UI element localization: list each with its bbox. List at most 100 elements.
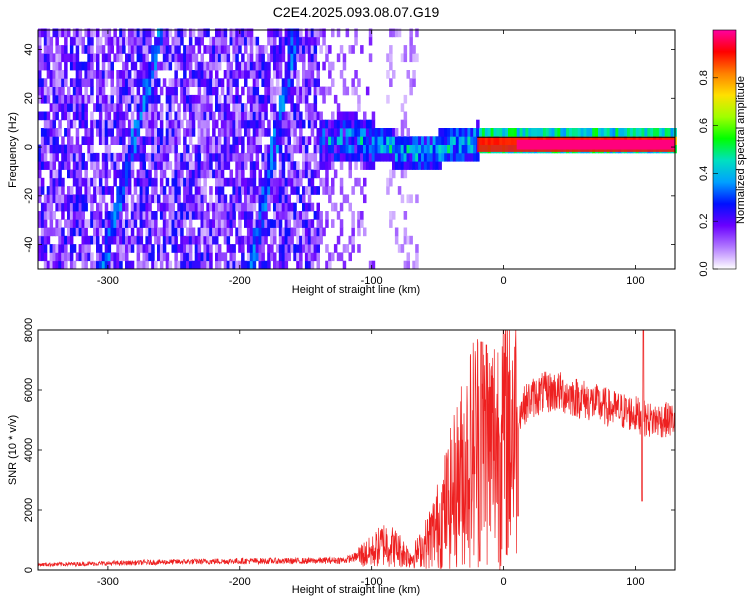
spectrogram-cell <box>168 53 173 63</box>
spectrogram-cell <box>275 128 280 137</box>
spectrogram-cell <box>299 235 303 245</box>
spectrogram-cell <box>148 211 152 220</box>
spectrogram-cell <box>258 103 262 112</box>
spectrogram-cell <box>304 45 309 54</box>
spectrogram-cell <box>293 103 297 112</box>
spectrogram-cell <box>293 177 297 187</box>
spectrogram-cell <box>186 53 190 63</box>
spectrogram-cell <box>267 70 271 79</box>
spectrogram-cell <box>284 78 289 87</box>
spectrogram-cell <box>139 119 144 129</box>
spectrogram-cell <box>249 86 254 96</box>
spectrogram-cell <box>133 28 138 38</box>
spectrogram-cell <box>212 152 216 162</box>
spectrogram-cell <box>333 144 338 154</box>
spectrogram-cell <box>244 36 248 46</box>
spectrogram-cell <box>67 86 71 96</box>
spectrogram-cell <box>435 144 439 154</box>
spectrogram-cell <box>215 28 219 38</box>
spectrogram-cell <box>145 252 149 262</box>
spectrogram-cell <box>154 45 158 54</box>
spectrogram-cell <box>72 260 77 270</box>
spectrogram-cell <box>307 194 312 204</box>
spectrogram-cell <box>490 128 495 137</box>
spectrogram-cell <box>177 119 181 129</box>
spectrogram-cell <box>61 86 65 96</box>
spectrogram-cell <box>215 211 219 220</box>
spectrogram-cell <box>136 111 141 121</box>
spectrogram-cell <box>223 202 228 212</box>
spectrogram-cell <box>154 53 158 63</box>
spectrogram-cell <box>188 244 193 253</box>
spectrogram-cell <box>104 152 109 162</box>
spectrogram-cell <box>409 28 413 38</box>
spectrogram-cell <box>316 260 320 270</box>
spectrogram-cell <box>194 111 199 121</box>
spectrogram-cell <box>351 119 355 129</box>
spectrogram-cell <box>426 136 431 145</box>
spectrogram-cell <box>307 119 312 129</box>
spectrogram-cell <box>360 45 364 54</box>
spectrogram-cell <box>101 119 106 129</box>
spectrogram-cell <box>206 161 210 170</box>
spectrogram-cell <box>415 53 419 63</box>
spectrogram-cell <box>67 152 71 162</box>
spectrogram-cell <box>168 103 173 112</box>
spectrogram-cell <box>249 227 254 237</box>
spectrogram-cell <box>55 244 59 253</box>
spectrogram-cell <box>67 169 71 179</box>
spectrogram-cell <box>75 94 80 104</box>
spectrogram-cell <box>49 45 54 54</box>
spectrogram-cell <box>168 86 173 96</box>
spectrogram-cell <box>319 161 323 170</box>
spectrogram-cell <box>310 252 315 262</box>
spectrogram-cell <box>270 252 274 262</box>
spectrogram-cell <box>64 260 68 270</box>
spectrogram-cell <box>46 53 51 63</box>
spectrogram-cell <box>249 219 254 228</box>
spectrogram-cell <box>304 186 309 195</box>
spectrogram-cell <box>84 260 88 270</box>
spectrogram-cell <box>200 36 204 46</box>
spectrogram-cell <box>157 227 161 237</box>
spectrogram-cell <box>313 235 318 245</box>
spectrogram-cell <box>159 136 164 145</box>
spectrogram-cell <box>113 119 117 129</box>
spectrogram-cell <box>98 202 103 212</box>
spectrogram-cell <box>273 61 277 71</box>
spectrogram-cell <box>293 211 297 220</box>
spectrogram-cell <box>275 45 280 54</box>
spectrogram-cell <box>389 28 393 38</box>
spectrogram-cell <box>380 144 384 154</box>
spectrogram-cell <box>209 70 213 79</box>
spectrogram-cell <box>96 28 100 38</box>
spectrogram-cell <box>273 152 277 162</box>
spectrogram-cell <box>69 186 74 195</box>
spectrogram-cell <box>200 186 204 195</box>
spectrogram-cell <box>38 111 42 121</box>
spectrogram-cell <box>348 111 352 121</box>
spectrogram-cell <box>638 128 643 137</box>
spectrogram-cell <box>574 128 579 137</box>
spectrogram-cell <box>273 111 277 121</box>
spectrogram-cell <box>345 136 350 145</box>
spectrogram-cell <box>165 103 170 112</box>
spectrogram-cell <box>258 252 262 262</box>
spectrogram-cell <box>55 28 59 38</box>
spectrogram-cell <box>450 128 454 137</box>
spectrogram-cell <box>339 227 344 237</box>
spectrogram-cell <box>139 211 144 220</box>
spectrogram-cell <box>215 36 219 46</box>
spectrogram-cell <box>232 119 236 129</box>
spectrogram-cell <box>281 53 286 63</box>
spectrogram-cell <box>217 177 222 187</box>
spectrogram-cell <box>119 202 123 212</box>
spectrogram-cell <box>302 61 306 71</box>
spectrogram-cell <box>133 152 138 162</box>
spectrogram-cell <box>145 152 149 162</box>
spectrogram-cell <box>55 103 59 112</box>
spectrogram-cell <box>281 119 286 129</box>
spectrogram-cell <box>319 219 323 228</box>
spectrogram-cell <box>75 111 80 121</box>
spectrogram-cell <box>104 235 109 245</box>
